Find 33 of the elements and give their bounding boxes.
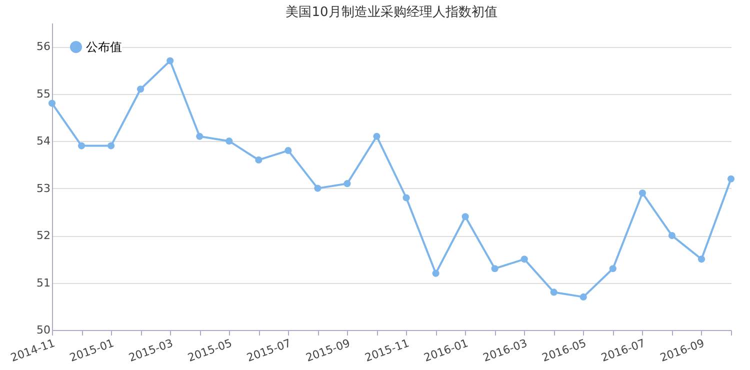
point: [166, 57, 174, 64]
point: [196, 132, 204, 140]
point: [550, 288, 558, 296]
point: [580, 293, 587, 300]
point: [609, 265, 616, 272]
y-tick-label: 50: [36, 324, 50, 336]
point: [78, 142, 86, 150]
point: [491, 265, 498, 272]
point: [314, 184, 322, 192]
y-tick-label: 56: [36, 40, 50, 54]
point: [462, 213, 469, 220]
point: [284, 146, 292, 154]
legend-label: 公布值: [86, 40, 122, 54]
point: [668, 232, 676, 240]
y-tick-label: 51: [36, 276, 50, 290]
point: [108, 142, 115, 150]
point: [137, 86, 144, 93]
point: [520, 256, 528, 263]
point: [48, 100, 56, 107]
point: [373, 132, 380, 140]
y-tick-label: 53: [36, 182, 50, 195]
point: [432, 270, 440, 277]
y-tick-label: 55: [36, 87, 50, 100]
point: [344, 180, 351, 188]
point: [226, 138, 233, 145]
point: [402, 194, 410, 202]
y-tick-label: 52: [36, 229, 50, 242]
chart-title: 美国10月制造业采购经理人指数初值: [286, 4, 498, 20]
point: [255, 156, 262, 164]
point: [727, 175, 735, 182]
point: [698, 256, 706, 263]
y-tick-label: 54: [36, 134, 50, 148]
point: [638, 190, 646, 197]
